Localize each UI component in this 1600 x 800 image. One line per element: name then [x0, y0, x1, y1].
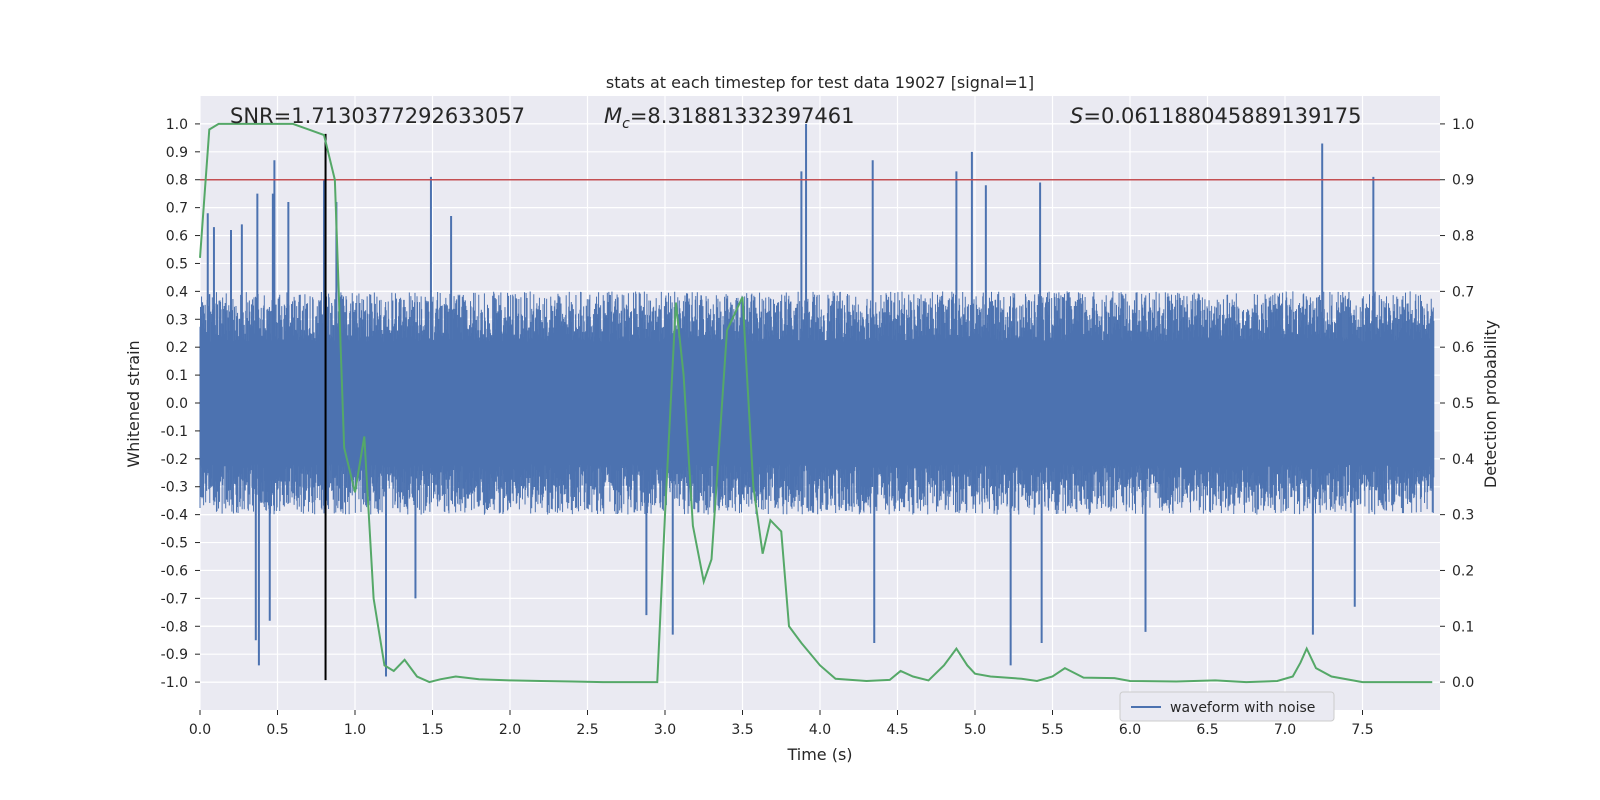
y-tick-label: 0.4 — [166, 284, 188, 300]
y2-tick-label: 0.7 — [1452, 284, 1474, 300]
chirp-mass-annotation: Mc=8.31881332397461 — [604, 104, 855, 132]
s-value: =0.061188045889139175 — [1083, 104, 1361, 128]
x-tick-label: 5.0 — [964, 722, 986, 738]
chirp-mass-subscript: c — [622, 116, 630, 132]
legend-entry-waveform: waveform with noise — [1170, 700, 1315, 716]
y2-tick-label: 0.2 — [1452, 563, 1474, 579]
y-tick-label: 0.1 — [166, 368, 188, 384]
y2-tick-label: 0.1 — [1452, 619, 1474, 635]
s-annotation: S=0.061188045889139175 — [1070, 104, 1361, 128]
y-tick-label: -0.4 — [161, 508, 188, 524]
x-tick-label: 3.0 — [654, 722, 676, 738]
x-tick-label: 7.0 — [1274, 722, 1296, 738]
ticks-x: 0.0 0.5 1.0 1.5 2.0 2.5 3.0 3.5 4.0 4.5 5.0 5.5 6.0 6… — [189, 710, 1374, 738]
x-tick-label: 0.0 — [189, 722, 211, 738]
y2-tick-label: 0.3 — [1452, 508, 1474, 524]
y-tick-label: 0.8 — [166, 173, 188, 189]
y2-tick-label: 0.6 — [1452, 340, 1474, 356]
y-tick-label: 1.0 — [166, 117, 188, 133]
y-tick-label: 0.3 — [166, 312, 188, 328]
y2-tick-label: 0.5 — [1452, 396, 1474, 412]
y-tick-label: -0.7 — [161, 591, 188, 607]
y2-tick-label: 0.9 — [1452, 173, 1474, 189]
s-symbol: S — [1070, 104, 1083, 128]
y2-tick-label: 1.0 — [1452, 117, 1474, 133]
y2-axis-label: Detection probability — [1481, 320, 1500, 488]
y-tick-label: -0.3 — [161, 480, 188, 496]
y-tick-label: -0.1 — [161, 424, 188, 440]
x-tick-label: 1.0 — [344, 722, 366, 738]
y2-tick-label: 0.8 — [1452, 229, 1474, 245]
ticks-y: 1.0 0.9 0.8 0.7 0.6 0.5 0.4 0.3 0.2 0.1 0.0 -0.1 -0.… — [161, 117, 200, 691]
y-tick-label: -0.8 — [161, 619, 188, 635]
x-tick-label: 2.5 — [576, 722, 598, 738]
y2-tick-label: 0.4 — [1452, 452, 1474, 468]
legend: waveform with noise — [1119, 691, 1335, 722]
series-probability — [199, 122, 1433, 684]
y-tick-label: 0.2 — [166, 340, 188, 356]
chirp-mass-value: =8.31881332397461 — [630, 104, 855, 128]
x-axis-label: Time (s) — [786, 745, 852, 764]
x-tick-label: 1.5 — [421, 722, 443, 738]
y-tick-label: -1.0 — [161, 675, 188, 691]
x-tick-label: 0.5 — [266, 722, 288, 738]
x-tick-label: 5.5 — [1041, 722, 1063, 738]
y-tick-label: -0.9 — [161, 647, 188, 663]
ticks-y2: 1.0 0.9 0.8 0.7 0.6 0.5 0.4 0.3 0.2 0.1 0.0 — [1440, 117, 1474, 691]
y-tick-label: 0.0 — [166, 396, 188, 412]
y-tick-label: 0.6 — [166, 229, 188, 245]
chart-title: stats at each timestep for test data 190… — [606, 73, 1034, 92]
x-tick-label: 4.5 — [886, 722, 908, 738]
chirp-mass-symbol: M — [604, 104, 622, 128]
y-axis-label: Whitened strain — [124, 340, 143, 467]
y-tick-label: 0.5 — [166, 256, 188, 272]
y-tick-label: -0.2 — [161, 452, 188, 468]
y2-tick-label: 0.0 — [1452, 675, 1474, 691]
series-waveform — [199, 123, 1435, 677]
x-tick-label: 4.0 — [809, 722, 831, 738]
x-tick-label: 6.5 — [1196, 722, 1218, 738]
x-tick-label: 3.5 — [731, 722, 753, 738]
y-tick-label: 0.7 — [166, 201, 188, 217]
y-tick-label: -0.6 — [161, 563, 188, 579]
x-tick-label: 6.0 — [1119, 722, 1141, 738]
y-tick-label: 0.9 — [166, 145, 188, 161]
x-tick-label: 2.0 — [499, 722, 521, 738]
probability-line — [199, 122, 1433, 684]
snr-annotation: SNR=1.7130377292633057 — [230, 104, 525, 128]
legend-box — [1119, 691, 1335, 722]
y-tick-label: -0.5 — [161, 536, 188, 552]
x-tick-label: 7.5 — [1351, 722, 1373, 738]
